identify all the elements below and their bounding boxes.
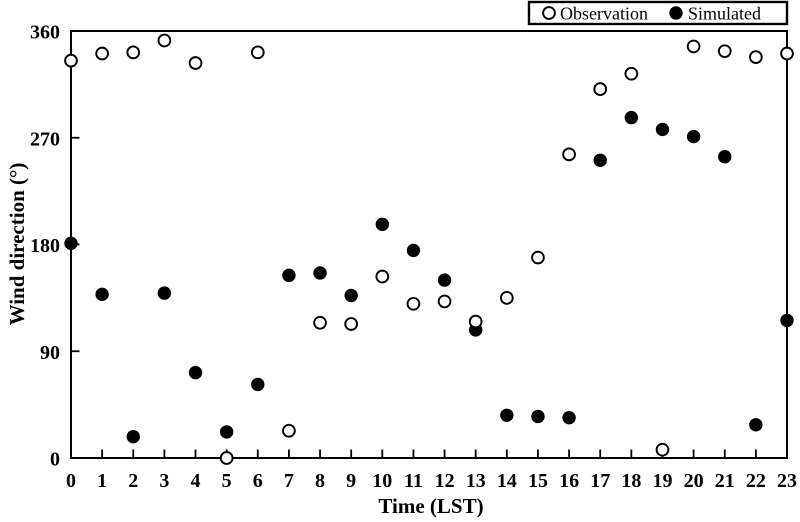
x-tick-label-4: 4 bbox=[191, 470, 201, 492]
y-tick-label-360: 360 bbox=[30, 22, 60, 44]
x-tick-label-16: 16 bbox=[559, 470, 579, 492]
point-observation-h13 bbox=[468, 314, 483, 329]
point-observation-h10 bbox=[375, 269, 390, 284]
point-observation-h7 bbox=[282, 423, 296, 438]
plot-frame bbox=[70, 30, 788, 459]
x-tick-label-12: 12 bbox=[435, 470, 455, 492]
x-tick-label-3: 3 bbox=[159, 470, 169, 492]
x-tick-label-14: 14 bbox=[497, 470, 517, 492]
point-observation-h23 bbox=[780, 46, 794, 61]
point-observation-h0 bbox=[64, 53, 78, 68]
y-axis-title: Wind direction (°) bbox=[5, 163, 29, 326]
data-points bbox=[64, 33, 794, 465]
point-simulated-h8 bbox=[313, 266, 327, 280]
point-simulated-h1 bbox=[95, 287, 109, 302]
point-simulated-h11 bbox=[406, 243, 421, 258]
point-simulated-h6 bbox=[251, 377, 265, 392]
point-simulated-h20 bbox=[686, 129, 701, 144]
x-tick-label-10: 10 bbox=[372, 470, 392, 492]
point-observation-h19 bbox=[655, 442, 670, 457]
point-simulated-h23 bbox=[780, 313, 794, 328]
x-tick-label-2: 2 bbox=[128, 470, 138, 492]
point-observation-h21 bbox=[717, 44, 732, 59]
point-observation-h16 bbox=[562, 147, 576, 162]
y-tick-label-90: 90 bbox=[40, 342, 60, 364]
point-simulated-h15 bbox=[531, 409, 545, 424]
point-observation-h20 bbox=[686, 39, 701, 54]
point-simulated-h9 bbox=[344, 288, 358, 303]
legend-label-simulated: Simulated bbox=[688, 4, 761, 24]
point-observation-h2 bbox=[126, 45, 141, 60]
y-tick-label-0: 0 bbox=[50, 449, 60, 471]
x-tick-label-13: 13 bbox=[466, 470, 486, 492]
point-observation-h14 bbox=[499, 291, 514, 305]
point-observation-h1 bbox=[95, 46, 109, 61]
point-observation-h17 bbox=[593, 82, 608, 96]
x-tick-label-9: 9 bbox=[346, 470, 356, 492]
x-tick-label-19: 19 bbox=[652, 470, 672, 492]
x-tick-label-17: 17 bbox=[590, 470, 610, 492]
point-simulated-h5 bbox=[219, 425, 234, 439]
point-simulated-h12 bbox=[437, 273, 452, 287]
x-tick-label-7: 7 bbox=[284, 470, 294, 492]
x-tick-label-20: 20 bbox=[684, 470, 704, 492]
point-observation-h22 bbox=[749, 50, 763, 64]
point-observation-h12 bbox=[437, 294, 452, 309]
point-simulated-h0 bbox=[64, 236, 78, 251]
point-simulated-h2 bbox=[126, 429, 140, 444]
point-simulated-h21 bbox=[718, 150, 732, 164]
y-tick-label-180: 180 bbox=[30, 235, 60, 257]
point-simulated-h17 bbox=[593, 153, 607, 167]
point-simulated-h7 bbox=[282, 268, 296, 283]
point-simulated-h14 bbox=[500, 408, 514, 422]
point-observation-h4 bbox=[188, 56, 203, 70]
x-tick-label-23: 23 bbox=[777, 470, 797, 492]
x-tick-label-22: 22 bbox=[746, 470, 766, 492]
legend-label-observation: Observation bbox=[560, 4, 648, 24]
point-simulated-h4 bbox=[188, 365, 203, 380]
x-tick-label-21: 21 bbox=[715, 470, 735, 492]
y-tick-label-270: 270 bbox=[30, 128, 60, 150]
point-observation-h5 bbox=[219, 451, 234, 465]
legend: Observation Simulated bbox=[527, 0, 789, 26]
point-simulated-h10 bbox=[375, 217, 390, 232]
x-tick-label-1: 1 bbox=[97, 470, 107, 492]
legend-box bbox=[527, 0, 789, 26]
x-tick-label-15: 15 bbox=[528, 470, 548, 492]
x-tick-label-8: 8 bbox=[315, 470, 325, 492]
x-tick-label-11: 11 bbox=[404, 470, 423, 492]
point-observation-h18 bbox=[624, 66, 639, 81]
point-observation-h9 bbox=[344, 317, 359, 331]
point-simulated-h18 bbox=[624, 110, 639, 125]
x-tick-label-18: 18 bbox=[621, 470, 641, 492]
observation-open-circle-icon bbox=[542, 6, 556, 20]
point-observation-h8 bbox=[313, 315, 327, 330]
x-axis-title: Time (LST) bbox=[378, 494, 483, 518]
point-simulated-h3 bbox=[157, 286, 172, 300]
point-simulated-h19 bbox=[655, 122, 670, 137]
point-simulated-h22 bbox=[749, 418, 763, 432]
point-observation-h3 bbox=[157, 33, 172, 48]
point-observation-h15 bbox=[531, 250, 545, 265]
x-tick-label-0: 0 bbox=[66, 470, 76, 492]
point-simulated-h16 bbox=[562, 410, 576, 425]
x-tick-label-6: 6 bbox=[253, 470, 263, 492]
x-tick-label-5: 5 bbox=[222, 470, 232, 492]
point-observation-h6 bbox=[250, 45, 265, 60]
simulated-filled-circle-icon bbox=[669, 6, 683, 20]
point-observation-h11 bbox=[406, 296, 421, 311]
